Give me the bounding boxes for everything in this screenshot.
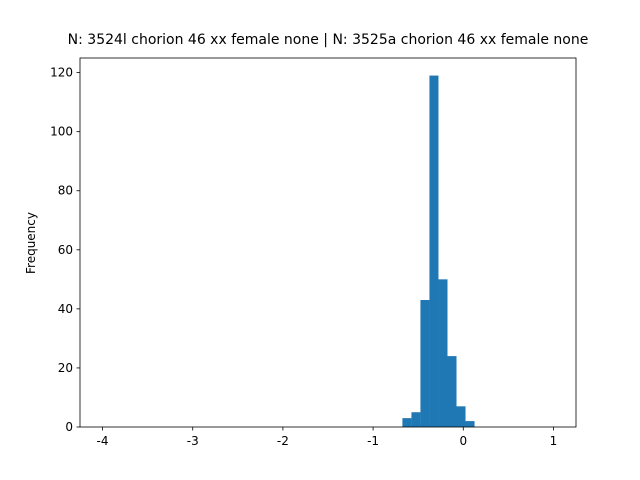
bar	[465, 421, 475, 427]
y-tick-label: 20	[58, 361, 73, 375]
y-tick-label: 80	[58, 184, 73, 198]
y-tick-label: 120	[50, 66, 73, 80]
bar	[402, 418, 412, 427]
y-tick-label: 60	[58, 243, 73, 257]
bar	[456, 406, 466, 427]
bar	[447, 356, 457, 427]
bar	[411, 412, 421, 427]
bar	[429, 75, 439, 428]
y-tick-label: 100	[50, 125, 73, 139]
y-tick-label: 0	[65, 420, 73, 434]
bar	[438, 279, 448, 427]
x-tick-label: 1	[550, 434, 558, 448]
chart-title: N: 3524l chorion 46 xx female none | N: …	[68, 32, 589, 48]
plot-frame	[79, 57, 577, 428]
x-tick-label: -4	[97, 434, 109, 448]
x-tick-label: 0	[459, 434, 467, 448]
y-axis-label: Frequency	[24, 212, 38, 274]
x-tick-label: -1	[367, 434, 379, 448]
y-tick-label: 40	[58, 302, 73, 316]
bar	[420, 300, 430, 427]
x-tick-label: -2	[277, 434, 289, 448]
x-tick-label: -3	[187, 434, 199, 448]
